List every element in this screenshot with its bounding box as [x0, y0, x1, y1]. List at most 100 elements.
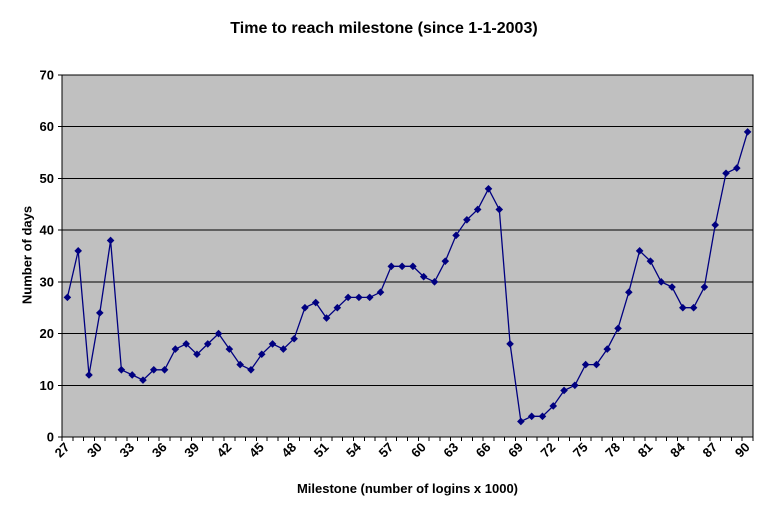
x-tick-label: 90 [732, 440, 753, 461]
data-line [66, 131, 749, 423]
y-tick-label: 70 [40, 68, 54, 83]
data-point [290, 334, 298, 343]
data-point [711, 221, 720, 229]
x-tick-label: 84 [667, 439, 688, 460]
x-tick-label: 60 [408, 440, 429, 461]
data-point [419, 272, 428, 281]
data-point [743, 128, 752, 136]
data-point [668, 283, 676, 291]
data-point [517, 417, 525, 426]
data-point [689, 303, 698, 312]
data-point [463, 216, 471, 224]
y-tick-label: 50 [40, 171, 54, 186]
y-tick-label: 0 [47, 430, 54, 445]
x-tick-label: 42 [214, 440, 235, 461]
data-point [473, 205, 482, 214]
data-point [311, 298, 320, 307]
x-tick-label: 81 [635, 440, 656, 461]
y-tick-label: 10 [40, 378, 54, 393]
data-point [441, 257, 450, 265]
data-point [63, 293, 72, 302]
data-point [614, 324, 622, 333]
data-point [95, 309, 104, 317]
data-point [625, 288, 633, 296]
data-point [592, 360, 601, 369]
data-point [657, 278, 666, 286]
x-tick-label: 78 [602, 440, 623, 461]
data-point [484, 184, 493, 193]
data-point [247, 365, 255, 374]
data-point [527, 412, 536, 421]
data-point [106, 236, 115, 245]
x-tick-label: 69 [505, 440, 526, 461]
data-point [506, 340, 514, 348]
data-point [333, 303, 342, 312]
data-point [268, 340, 277, 348]
data-point [398, 262, 406, 271]
data-point [128, 371, 136, 379]
data-point [365, 293, 374, 302]
data-point [355, 293, 363, 302]
data-point [387, 262, 396, 271]
data-point [722, 169, 730, 178]
data-point [182, 340, 190, 348]
data-point [117, 365, 126, 374]
data-point [193, 350, 201, 359]
x-tick-label: 87 [699, 440, 720, 461]
data-point [203, 340, 212, 348]
x-tick-label: 54 [343, 439, 364, 460]
x-tick-label: 27 [52, 440, 73, 461]
data-point [214, 329, 223, 338]
data-point [236, 360, 244, 369]
data-point [560, 386, 568, 395]
x-tick-label: 36 [149, 440, 170, 461]
data-point [301, 303, 309, 312]
data-point [549, 402, 558, 410]
data-point [171, 345, 180, 353]
y-tick-label: 30 [40, 274, 54, 289]
x-tick-label: 63 [440, 440, 461, 461]
data-point [344, 293, 352, 302]
y-tick-label: 20 [40, 326, 54, 341]
data-point [149, 365, 158, 374]
data-point [376, 288, 385, 296]
data-point [646, 257, 655, 265]
y-tick-label: 60 [40, 119, 54, 134]
x-tick-label: 66 [473, 440, 494, 461]
data-point [139, 376, 147, 384]
data-point [679, 303, 687, 312]
data-point [603, 345, 612, 353]
data-point [635, 247, 644, 255]
data-point [700, 283, 709, 291]
data-point [279, 345, 288, 353]
x-tick-label: 72 [538, 440, 559, 461]
x-tick-label: 57 [376, 440, 397, 461]
x-tick-label: 45 [246, 440, 267, 461]
data-point [160, 365, 169, 374]
x-tick-label: 51 [311, 440, 332, 461]
x-tick-label: 75 [570, 440, 591, 461]
data-point [581, 360, 590, 369]
data-point [538, 412, 547, 421]
data-point [257, 350, 266, 359]
data-point [409, 262, 417, 271]
data-point [322, 314, 331, 322]
chart-title: Time to reach milestone (since 1-1-2003) [230, 20, 538, 37]
x-tick-label: 30 [84, 440, 105, 461]
data-point [430, 278, 439, 286]
y-tick-label: 40 [40, 223, 54, 238]
plot-area [61, 74, 754, 438]
x-tick-label: 33 [116, 440, 137, 461]
x-tick-label: 48 [278, 440, 299, 461]
data-point [495, 205, 504, 214]
data-point [733, 164, 741, 172]
data-point [85, 371, 93, 379]
data-point [571, 381, 579, 390]
data-point [452, 231, 460, 240]
data-point [225, 345, 234, 353]
x-tick-label: 39 [181, 440, 202, 461]
data-point [74, 247, 82, 255]
x-axis-title: Milestone (number of logins x 1000) [296, 481, 519, 496]
